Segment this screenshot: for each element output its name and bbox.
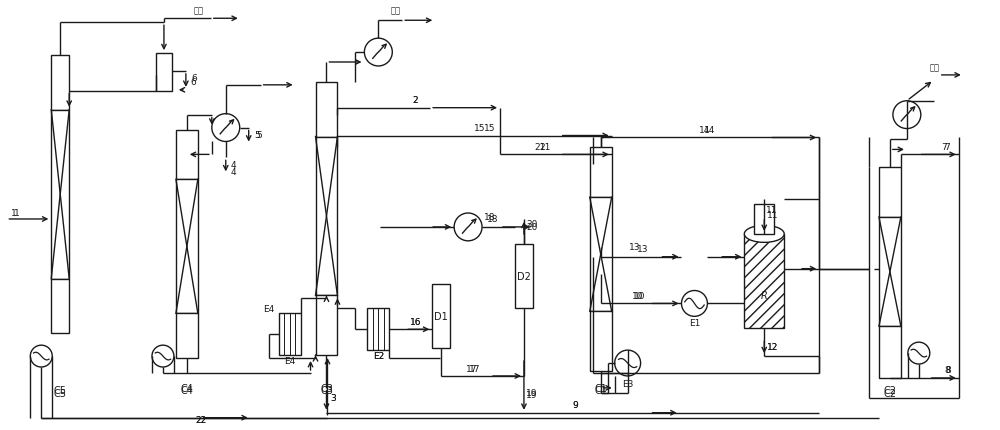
Text: C5: C5: [54, 385, 67, 395]
Text: D2: D2: [517, 271, 531, 282]
Text: R: R: [761, 291, 768, 301]
Text: 15: 15: [474, 124, 486, 133]
Text: 22: 22: [195, 415, 206, 424]
Text: 1: 1: [13, 208, 19, 217]
Bar: [432, 284, 450, 348]
Text: 9: 9: [572, 400, 578, 409]
Bar: [51, 111, 69, 279]
Bar: [176, 180, 198, 313]
Text: 11: 11: [766, 210, 778, 219]
Circle shape: [615, 350, 641, 376]
Text: E4: E4: [284, 356, 295, 365]
Bar: [156, 54, 172, 92]
Circle shape: [893, 101, 921, 129]
Bar: [879, 168, 901, 218]
Text: 14: 14: [699, 126, 710, 135]
Text: C3: C3: [320, 383, 333, 393]
Text: 12: 12: [767, 342, 778, 351]
Bar: [515, 244, 533, 309]
Text: 7: 7: [944, 143, 950, 152]
Bar: [590, 148, 612, 198]
Circle shape: [681, 291, 707, 316]
Text: 13: 13: [629, 243, 640, 252]
Text: 16: 16: [409, 317, 421, 326]
Text: 蒸汽: 蒸汽: [194, 7, 204, 16]
Text: 12: 12: [767, 342, 778, 351]
Text: 3: 3: [331, 393, 336, 402]
Text: E3: E3: [622, 380, 633, 388]
Bar: [51, 56, 69, 111]
Text: 2: 2: [412, 96, 418, 105]
Text: 17: 17: [469, 364, 481, 373]
Text: 9: 9: [572, 400, 578, 409]
Text: 20: 20: [526, 223, 538, 232]
Text: 19: 19: [526, 388, 538, 397]
Text: 5: 5: [256, 131, 262, 140]
Text: 8: 8: [946, 366, 952, 375]
Text: C4: C4: [180, 383, 193, 393]
Text: 21: 21: [539, 143, 551, 152]
Text: 6: 6: [191, 74, 197, 83]
Text: C3: C3: [320, 385, 333, 395]
Bar: [744, 234, 784, 329]
Bar: [316, 137, 337, 296]
Text: C2: C2: [883, 385, 896, 395]
Text: E2: E2: [373, 351, 384, 360]
Bar: [367, 309, 389, 350]
Text: 8: 8: [944, 366, 950, 375]
Text: 蒸汽: 蒸汽: [390, 7, 400, 16]
Text: 16: 16: [409, 317, 421, 326]
Text: C1: C1: [594, 385, 607, 395]
Bar: [176, 313, 198, 358]
Bar: [590, 312, 612, 371]
Text: 7: 7: [941, 143, 947, 152]
Circle shape: [152, 345, 174, 367]
Circle shape: [212, 114, 240, 142]
Text: E4: E4: [263, 304, 274, 313]
Text: 3: 3: [331, 393, 336, 402]
Text: E1: E1: [689, 318, 700, 327]
Bar: [879, 218, 901, 326]
Text: 6: 6: [190, 78, 196, 87]
Bar: [279, 313, 301, 355]
Text: 2: 2: [412, 96, 418, 105]
Text: 15: 15: [484, 124, 496, 133]
Bar: [176, 130, 198, 180]
Circle shape: [908, 342, 930, 364]
Text: C5: C5: [54, 388, 67, 398]
Bar: [590, 198, 612, 312]
Text: 22: 22: [195, 415, 206, 424]
Text: C1: C1: [594, 383, 607, 393]
Text: 4: 4: [231, 160, 237, 169]
Text: 19: 19: [526, 390, 538, 399]
Text: E2: E2: [373, 351, 384, 360]
Bar: [51, 279, 69, 333]
Text: 蒸汽: 蒸汽: [930, 63, 940, 72]
Text: 13: 13: [637, 245, 648, 254]
Bar: [316, 83, 337, 137]
Text: 5: 5: [254, 131, 260, 140]
Text: 10: 10: [634, 291, 645, 300]
Text: 21: 21: [534, 143, 546, 152]
Text: 18: 18: [487, 215, 499, 224]
Text: C2: C2: [883, 388, 896, 398]
Text: 4: 4: [231, 167, 237, 176]
Text: 11: 11: [765, 205, 777, 214]
Circle shape: [30, 345, 52, 367]
Text: 18: 18: [484, 213, 496, 222]
Circle shape: [364, 39, 392, 67]
Text: 17: 17: [466, 364, 478, 373]
Text: 1: 1: [10, 208, 16, 217]
Text: D1: D1: [434, 311, 448, 321]
Bar: [316, 296, 337, 355]
Circle shape: [454, 214, 482, 241]
Ellipse shape: [744, 226, 784, 243]
Text: C4: C4: [180, 385, 193, 395]
Bar: [754, 205, 774, 234]
Bar: [879, 326, 901, 378]
Text: 20: 20: [526, 220, 538, 229]
Text: 14: 14: [704, 126, 715, 135]
Text: 10: 10: [632, 291, 643, 300]
